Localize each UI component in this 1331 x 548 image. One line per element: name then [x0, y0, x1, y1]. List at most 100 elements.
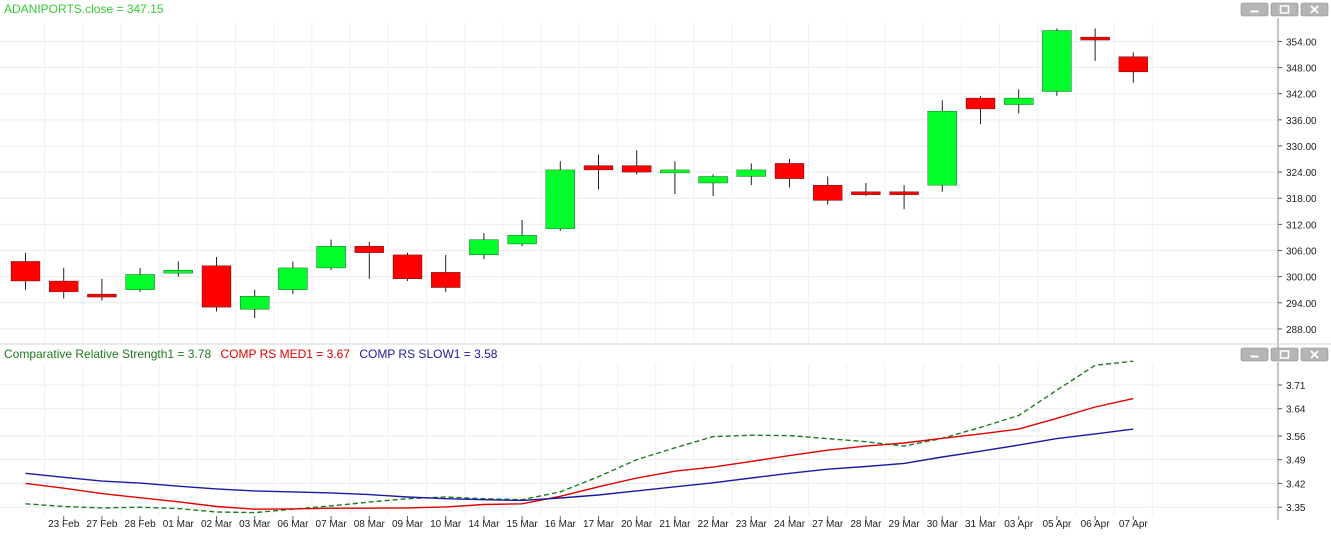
date-tick-label: 06 Mar: [277, 519, 309, 530]
date-tick-label: 07 Mar: [316, 519, 348, 530]
candle-body-down: [201, 265, 232, 308]
date-tick-label: 31 Mar: [965, 519, 997, 530]
close-glyph: [1310, 5, 1319, 14]
indicator-y-axis: 3.35 3.42 3.49 3.56 3.64 3.71: [1277, 362, 1306, 520]
date-tick-label: 27 Feb: [86, 519, 118, 530]
restore-glyph: [1279, 350, 1290, 359]
indicator-tick-label: 3.42: [1286, 479, 1306, 490]
price-tick-label: 300.00: [1286, 273, 1317, 284]
candle-body-up: [316, 246, 346, 269]
close-icon: [1310, 350, 1319, 359]
candle: [736, 163, 766, 186]
window-button-bg: [1270, 347, 1299, 362]
candle-body-down: [354, 246, 384, 253]
candle-body-down: [49, 280, 79, 293]
candle-body-up: [125, 274, 155, 290]
price-tick-label: 336.00: [1286, 116, 1317, 127]
indicator-tick-label: 3.49: [1286, 456, 1306, 467]
candle-body-up: [545, 169, 575, 229]
legend-rs-med: COMP RS MED1 = 3.67: [220, 347, 350, 361]
indicator-legend: Comparative Relative Strength1 = 3.78 CO…: [4, 347, 498, 361]
indicator-tick-label: 3.35: [1286, 503, 1306, 514]
date-tick-label: 02 Mar: [201, 519, 233, 530]
date-tick-label: 23 Feb: [48, 519, 80, 530]
candle-body-up: [736, 169, 766, 177]
indicator-tick-label: 3.71: [1286, 381, 1306, 392]
price-tick-label: 294.00: [1286, 299, 1317, 310]
close-button[interactable]: [1300, 2, 1329, 17]
candle: [278, 261, 308, 295]
indicator-series: [25, 360, 1134, 514]
date-tick-label: 28 Feb: [125, 519, 157, 530]
candle-body-down: [392, 254, 423, 279]
indicator-tick-label: 3.56: [1286, 432, 1306, 443]
date-tick-label: 20 Mar: [621, 519, 653, 530]
candle: [698, 174, 728, 197]
date-tick-label: 03 Mar: [239, 519, 271, 530]
candle: [660, 161, 690, 194]
indicator-line-1: [25, 397, 1134, 510]
minimize-icon: [1250, 10, 1259, 13]
candle: [583, 154, 614, 190]
candle: [965, 95, 996, 125]
restore-glyph: [1279, 5, 1290, 14]
price-tick-label: 354.00: [1286, 37, 1317, 48]
candle-body-down: [774, 163, 805, 179]
date-tick-label: 10 Mar: [430, 519, 462, 530]
price-tick-label: 348.00: [1286, 64, 1317, 75]
candle: [507, 220, 537, 247]
candle-body-down: [10, 261, 41, 282]
date-tick-label: 09 Mar: [392, 519, 424, 530]
window-button-bg: [1270, 2, 1299, 17]
legend-rs-slow: COMP RS SLOW1 = 3.58: [359, 347, 497, 361]
candlestick-series: [10, 28, 1148, 319]
candle: [49, 267, 79, 299]
price-tick-label: 312.00: [1286, 220, 1317, 231]
indicator-tick-label: 3.64: [1286, 405, 1306, 416]
price-panel-title: ADANIPORTS.close = 347.15: [4, 2, 164, 16]
candle-body-up: [698, 176, 728, 184]
date-tick-label: 03 Apr: [1004, 519, 1034, 530]
window-button-bg: [1240, 347, 1269, 362]
indicator-panel-window-buttons: [1240, 347, 1329, 362]
candle-body-up: [469, 239, 499, 256]
price-tick-label: 288.00: [1286, 325, 1317, 336]
candle: [774, 159, 805, 188]
candle-body-down: [583, 165, 614, 171]
price-tick-label: 318.00: [1286, 194, 1317, 205]
candle: [87, 278, 117, 301]
legend-rs: Comparative Relative Strength1 = 3.78: [4, 347, 211, 361]
price-gridlines: [0, 22, 1278, 346]
candle-body-down: [813, 185, 843, 201]
candle: [1004, 89, 1034, 114]
candle-body-down: [431, 272, 461, 288]
candle: [889, 185, 919, 210]
date-tick-label: 16 Mar: [545, 519, 577, 530]
candle-body-down: [889, 191, 919, 195]
restore-button[interactable]: [1270, 347, 1299, 362]
minimize-icon: [1250, 355, 1259, 358]
candle: [1080, 28, 1110, 62]
indicator-line-2: [25, 428, 1134, 502]
candle-body-up: [1004, 97, 1034, 105]
close-glyph: [1310, 350, 1319, 359]
candle-body-down: [622, 165, 652, 173]
minimize-button[interactable]: [1240, 2, 1269, 17]
price-tick-label: 330.00: [1286, 142, 1317, 153]
restore-icon: [1279, 5, 1290, 14]
close-button[interactable]: [1300, 347, 1329, 362]
date-tick-label: 15 Mar: [507, 519, 539, 530]
candle: [622, 150, 652, 175]
candle: [392, 252, 423, 282]
candle-body-up: [1042, 30, 1072, 92]
candle: [354, 241, 384, 279]
date-tick-label: 01 Mar: [163, 519, 195, 530]
restore-button[interactable]: [1270, 2, 1299, 17]
minimize-button[interactable]: [1240, 347, 1269, 362]
candle-body-up: [278, 267, 308, 290]
candle: [163, 261, 193, 277]
candle-body-down: [965, 97, 996, 110]
date-tick-label: 17 Mar: [583, 519, 615, 530]
candle-body-up: [927, 110, 957, 186]
